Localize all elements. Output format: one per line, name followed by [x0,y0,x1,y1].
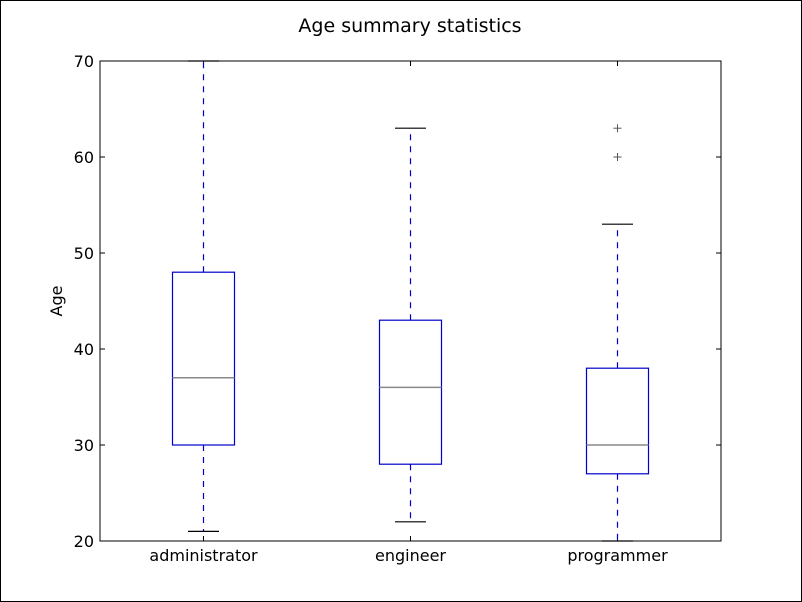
y-tick-label: 30 [74,436,94,455]
x-tick-label: programmer [567,546,668,565]
box-programmer [585,367,650,475]
x-tick-label: engineer [375,546,446,565]
box-administrator [171,271,236,446]
chart-title: Age summary statistics [298,15,521,37]
x-tick-label: administrator [149,546,258,565]
y-tick-label: 50 [74,244,94,263]
box-engineer [378,319,443,465]
y-axis-label: Age [47,286,66,317]
y-tick-label: 20 [74,532,94,551]
outlier-point [613,124,622,133]
plot-area: 20 30 40 50 60 70 administrator engineer program… [74,52,722,565]
outlier-point [613,153,622,161]
y-tick-label: 40 [74,340,94,359]
y-tick-label: 60 [74,148,94,167]
y-tick-label: 70 [74,52,94,71]
